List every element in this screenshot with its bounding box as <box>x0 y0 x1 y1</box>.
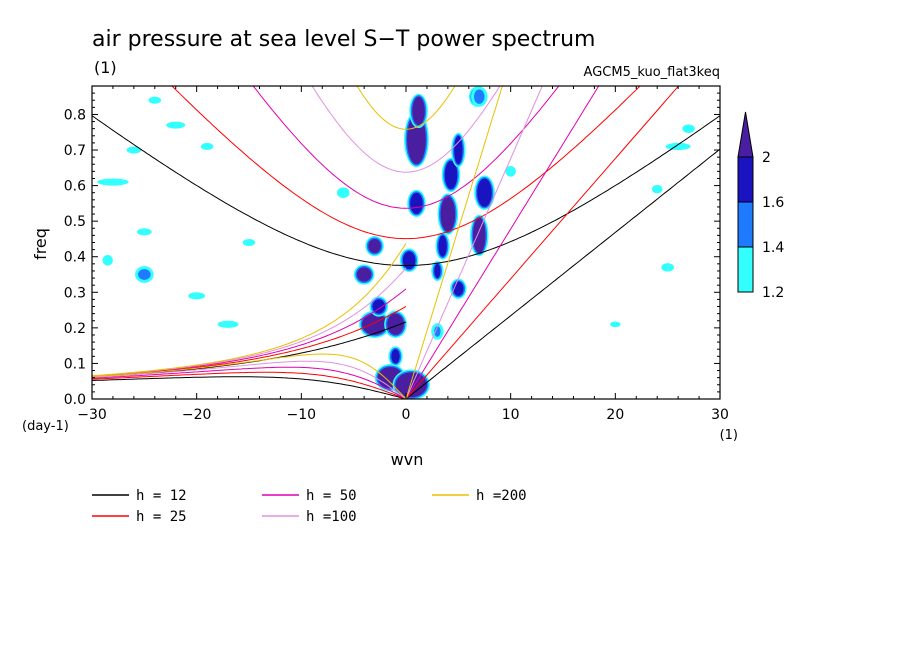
colorbar-label: 2 <box>762 150 771 166</box>
legend-label: h =200 <box>476 488 527 504</box>
x-tick-label: −10 <box>287 407 317 423</box>
colorbar-label: 1.2 <box>762 285 784 301</box>
contour-blob-25 <box>138 269 151 280</box>
contour-blob-14 <box>453 281 464 296</box>
contour-blob-26 <box>97 178 129 186</box>
legend-label: h =100 <box>306 509 357 525</box>
contour-blob-6 <box>477 178 492 207</box>
curve-ig-h25 <box>171 86 641 240</box>
y-tick-label: 0.0 <box>64 392 86 408</box>
contour-blob-4 <box>454 135 463 165</box>
contour-blob-8 <box>410 192 423 215</box>
x-tick-label: 30 <box>711 407 729 423</box>
curve-mrg-h200 <box>92 243 407 377</box>
contour-blob-27 <box>102 254 113 266</box>
contour-blob-33 <box>217 320 239 328</box>
contour-blob-13 <box>368 238 381 254</box>
colorbar: 1.2 1.4 1.6 2 <box>737 111 784 301</box>
contour-blob-39 <box>610 321 621 328</box>
y-tick-label: 0.4 <box>64 250 86 266</box>
x-tick-label: 20 <box>606 407 624 423</box>
x-axis-ticks: −30 −20 −10 0 10 20 30 <box>77 86 729 423</box>
spectral-power-contours <box>97 86 695 399</box>
x-axis-label: wvn <box>391 450 424 469</box>
y-tick-label: 0.3 <box>64 285 86 301</box>
curve-mrg-h25 <box>92 305 407 378</box>
contour-blob-23 <box>505 166 516 177</box>
y-tick-label: 0.7 <box>64 143 86 159</box>
curve-er-h200 <box>92 353 407 399</box>
contour-blob-11 <box>434 263 441 279</box>
x-tick-label: 0 <box>402 407 411 423</box>
colorbar-extend <box>737 111 754 158</box>
contour-blob-35 <box>651 184 663 194</box>
dispersion-curves <box>92 86 720 399</box>
legend-label: h = 12 <box>136 488 187 504</box>
curve-kelvin-h100 <box>405 86 543 399</box>
contour-blob-28 <box>188 292 206 300</box>
curve-er-h50 <box>92 366 407 399</box>
chart-subtitle: (1) <box>94 58 117 77</box>
contour-blob-1 <box>412 96 425 126</box>
y-tick-label: 0.6 <box>64 179 86 195</box>
x-axis-unit: (1) <box>720 428 738 443</box>
x-tick-label: 10 <box>502 407 520 423</box>
contour-blob-5 <box>472 217 486 254</box>
curve-er-h25 <box>92 371 407 399</box>
contour-blob-10 <box>402 251 416 270</box>
contour-blob-31 <box>126 146 142 154</box>
curve-ig-h100 <box>311 86 501 173</box>
contour-blob-22 <box>474 89 485 104</box>
run-label: AGCM5_kuo_flat3keq <box>584 65 720 80</box>
curve-ig-h200 <box>356 86 456 130</box>
contour-blob-29 <box>166 121 186 129</box>
contour-blob-19 <box>391 349 400 364</box>
y-axis-label: freq <box>31 228 50 260</box>
legend-label: h = 50 <box>306 488 357 504</box>
curve-ig-h12 <box>92 115 720 266</box>
y-tick-label: 0.8 <box>64 107 86 123</box>
colorbar-swatch <box>737 201 754 248</box>
x-tick-label: −30 <box>77 407 107 423</box>
contour-blob-34 <box>242 238 256 247</box>
colorbar-swatch <box>737 246 754 293</box>
contour-blob-17 <box>387 313 404 335</box>
curve-er-h100 <box>92 360 407 399</box>
y-axis-ticks: 0.0 0.1 0.2 0.3 0.4 0.5 0.6 0.7 0.8 <box>64 85 720 408</box>
legend-label: h = 25 <box>136 509 187 525</box>
curve-kelvin-h200 <box>405 86 503 399</box>
contour-blob-9 <box>438 235 447 257</box>
curve-kelvin-h50 <box>405 86 600 399</box>
contour-blob-16 <box>372 299 386 314</box>
colorbar-swatch <box>737 156 754 203</box>
curve-kelvin-h12 <box>405 148 720 399</box>
contour-blob-18 <box>434 326 441 337</box>
colorbar-label: 1.4 <box>762 240 784 256</box>
contour-blob-36 <box>665 142 691 151</box>
contour-blob-37 <box>682 124 695 133</box>
y-tick-label: 0.1 <box>64 356 86 372</box>
contour-blob-2 <box>440 196 456 232</box>
contour-blob-15 <box>362 313 388 335</box>
chart-title: air pressure at sea level S−T power spec… <box>92 27 595 52</box>
contour-blob-32 <box>137 228 152 236</box>
contour-blob-3 <box>444 160 458 190</box>
contour-blob-38 <box>661 263 674 272</box>
contour-blob-12 <box>356 267 372 282</box>
contour-blob-24 <box>336 187 350 199</box>
y-tick-label: 0.5 <box>64 214 86 230</box>
y-axis-unit: (day-1) <box>22 419 69 434</box>
contour-blob-40 <box>200 142 214 151</box>
contour-blob-30 <box>148 96 162 104</box>
colorbar-label: 1.6 <box>762 195 784 211</box>
curve-ig-h50 <box>252 86 560 209</box>
legend: h = 12 h = 25 h = 50 h =100 h =200 <box>92 488 527 525</box>
x-tick-label: −20 <box>182 407 212 423</box>
curve-er-h12 <box>92 376 407 399</box>
y-tick-label: 0.2 <box>64 321 86 337</box>
curve-kelvin-h25 <box>405 86 680 399</box>
